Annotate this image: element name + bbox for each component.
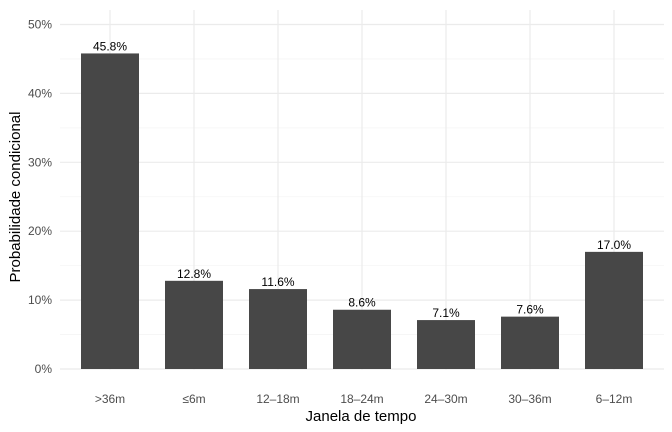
data-label: 45.8% <box>93 39 127 53</box>
y-tick-label: 20% <box>28 224 52 238</box>
data-label: 7.1% <box>432 306 460 320</box>
x-tick-label: >36m <box>95 392 125 406</box>
y-axis-title: Probabilidade condicional <box>7 112 24 283</box>
y-tick-label: 50% <box>28 18 52 32</box>
bar <box>585 251 643 369</box>
y-tick-label: 30% <box>28 155 52 169</box>
data-label: 8.6% <box>348 296 376 310</box>
data-labels: 45.8% 12.8% 11.6% 8.6% 7.1% 7.6% 17.0% <box>93 39 631 320</box>
x-tick-label: 18–24m <box>340 392 383 406</box>
y-tick-label: 10% <box>28 293 52 307</box>
bars <box>81 53 643 370</box>
x-tick-label: 24–30m <box>424 392 467 406</box>
y-tick-label: 0% <box>35 362 53 376</box>
x-axis-title: Janela de tempo <box>306 408 417 425</box>
data-label: 17.0% <box>597 238 631 252</box>
x-tick-label: 30–36m <box>508 392 551 406</box>
bar <box>417 320 475 369</box>
bar <box>81 53 139 370</box>
data-label: 11.6% <box>261 275 294 289</box>
y-axis-ticks: 0% 10% 20% 30% 40% 50% <box>28 18 52 377</box>
bar <box>165 280 223 369</box>
bar <box>249 289 307 369</box>
data-label: 7.6% <box>516 303 544 317</box>
x-tick-label: 6–12m <box>596 392 633 406</box>
x-tick-label: ≤6m <box>182 392 205 406</box>
grid-lines <box>60 10 664 370</box>
y-tick-label: 40% <box>28 86 52 100</box>
bar <box>501 316 559 369</box>
bar <box>333 309 391 369</box>
x-axis-ticks: >36m ≤6m 12–18m 18–24m 24–30m 30–36m 6–12m <box>95 392 633 406</box>
data-label: 12.8% <box>177 267 211 281</box>
x-tick-label: 12–18m <box>256 392 299 406</box>
